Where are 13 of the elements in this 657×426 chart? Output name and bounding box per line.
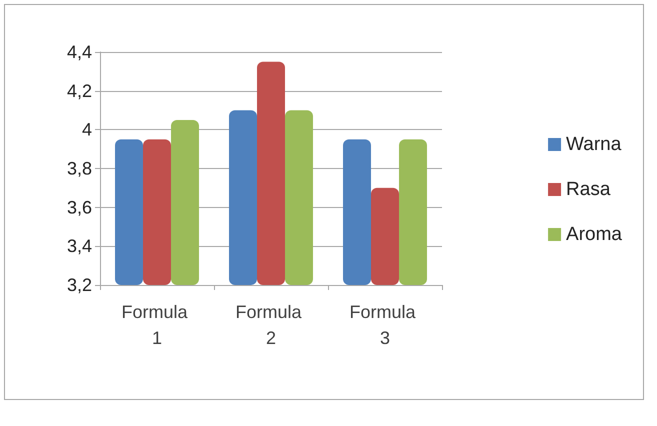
x-tick-label: Formula 1 (121, 302, 193, 348)
legend-label: Rasa (566, 179, 611, 200)
y-tick-label: 3,2 (66, 275, 92, 295)
y-tick-label: 3,8 (66, 158, 92, 178)
y-tick-label: 3,6 (66, 197, 92, 218)
legend-label: Warna (566, 134, 622, 155)
x-tick-label: Formula 3 (349, 302, 421, 348)
x-tick-label: Formula 2 (235, 302, 307, 348)
y-tick-label: 4,2 (66, 80, 92, 101)
y-tick-label: 4 (82, 120, 92, 140)
legend-label: Aroma (566, 224, 622, 245)
y-tick-label: 4,4 (66, 42, 92, 62)
y-tick-label: 3,4 (66, 236, 92, 256)
